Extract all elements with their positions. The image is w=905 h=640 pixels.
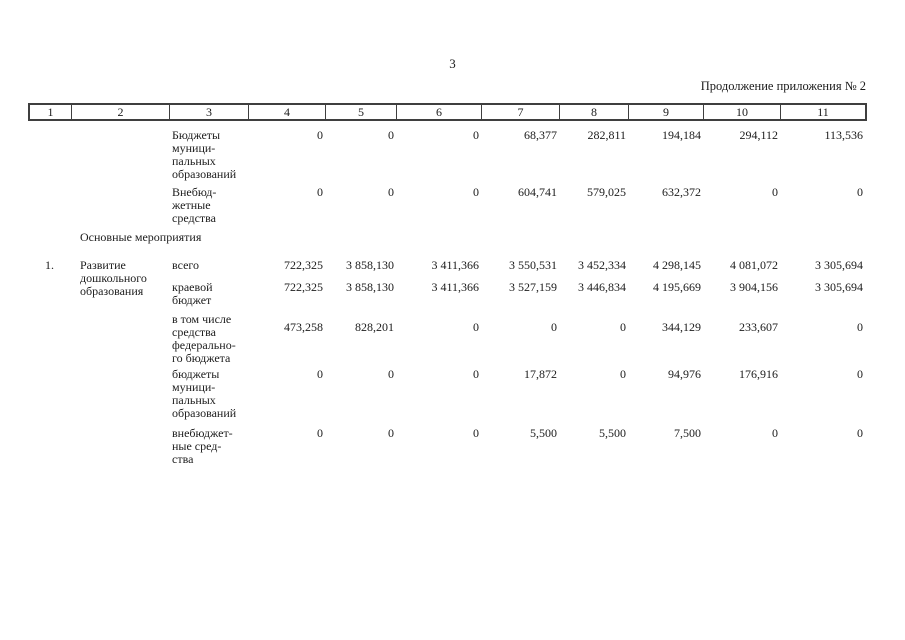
value-cell: 0 [857,367,863,381]
value-cell: 3 527,159 [509,280,557,294]
value-cell: 0 [620,367,626,381]
value-cell: 3 446,834 [578,280,626,294]
column-header-cell: 7 [481,105,559,119]
value-cell: 0 [473,320,479,334]
value-cell: 68,377 [524,128,557,142]
value-cell: 3 305,694 [815,280,863,294]
value-cell: 94,976 [668,367,701,381]
column-header-cell: 8 [559,105,628,119]
value-cell: 5,500 [599,426,626,440]
column-header-cell: 6 [396,105,481,119]
funding-source-label: краевой бюджет [172,280,213,307]
value-cell: 579,025 [587,185,626,199]
value-cell: 4 298,145 [653,258,701,272]
budget-table-body: Бюджеты муници- пальных образований 0 0 … [28,129,867,466]
value-cell: 604,741 [518,185,557,199]
table-row: внебюджет- ные сред- ства 0 0 0 5,500 5,… [28,427,867,466]
value-cell: 194,184 [662,128,701,142]
table-row: бюджеты муници- пальных образований 0 0 … [28,368,867,420]
funding-source-label: внебюджет- ные сред- ства [172,426,233,466]
value-cell: 0 [388,185,394,199]
section-heading: Основные мероприятия [80,230,202,244]
value-cell: 17,872 [524,367,557,381]
column-header-cell: 10 [703,105,780,119]
value-cell: 0 [772,426,778,440]
value-cell: 0 [388,426,394,440]
column-header-cell: 11 [780,105,865,119]
value-cell: 0 [473,185,479,199]
table-row: Основные мероприятия [28,231,867,244]
value-cell: 0 [857,426,863,440]
table-row: всего 722,325 3 858,130 3 411,366 3 550,… [28,259,867,272]
value-cell: 828,201 [355,320,394,334]
funding-source-label: всего [172,258,200,272]
value-cell: 0 [620,320,626,334]
continuation-note: Продолжение приложения № 2 [700,79,866,93]
funding-source-label: бюджеты муници- пальных образований [172,367,237,420]
value-cell: 0 [388,128,394,142]
column-header-cell: 3 [169,105,248,119]
row-number: 1. [45,258,54,272]
value-cell: 294,112 [739,128,778,142]
value-cell: 0 [317,128,323,142]
value-cell: 344,129 [662,320,701,334]
table-row: краевой бюджет 722,325 3 858,130 3 411,3… [28,281,867,307]
table-row: в том числе средства федерально- го бюдж… [28,313,867,365]
value-cell: 0 [473,128,479,142]
value-cell: 3 858,130 [346,280,394,294]
value-cell: 3 550,531 [509,258,557,272]
value-cell: 3 411,366 [431,258,479,272]
value-cell: 0 [857,320,863,334]
table-row: Бюджеты муници- пальных образований 0 0 … [28,129,867,181]
value-cell: 0 [388,367,394,381]
value-cell: 0 [772,185,778,199]
value-cell: 0 [857,185,863,199]
value-cell: 473,258 [284,320,323,334]
value-cell: 3 305,694 [815,258,863,272]
value-cell: 3 858,130 [346,258,394,272]
funding-source-label: Бюджеты муници- пальных образований [172,128,237,181]
column-header-cell: 9 [628,105,703,119]
value-cell: 5,500 [530,426,557,440]
value-cell: 113,536 [824,128,863,142]
value-cell: 7,500 [674,426,701,440]
value-cell: 0 [317,426,323,440]
program-title: Развитие дошкольного образования [80,258,147,298]
table-row: Внебюд- жетные средства 0 0 0 604,741 57… [28,186,867,225]
value-cell: 0 [551,320,557,334]
value-cell: 722,325 [284,280,323,294]
value-cell: 282,811 [587,128,626,142]
table-header-row: 1 2 3 4 5 6 7 8 9 10 11 [28,103,867,121]
page-number: 3 [449,56,456,71]
value-cell: 233,607 [739,320,778,334]
value-cell: 0 [317,185,323,199]
column-header-cell: 1 [47,105,54,119]
funding-source-label: Внебюд- жетные средства [172,185,217,225]
value-cell: 3 411,366 [431,280,479,294]
column-header-cell: 5 [325,105,396,119]
column-header-cell: 4 [248,105,325,119]
funding-source-label: в том числе средства федерально- го бюдж… [172,312,236,365]
value-cell: 3 904,156 [730,280,778,294]
value-cell: 0 [473,367,479,381]
value-cell: 722,325 [284,258,323,272]
value-cell: 4 081,072 [730,258,778,272]
value-cell: 632,372 [662,185,701,199]
value-cell: 0 [473,426,479,440]
value-cell: 4 195,669 [653,280,701,294]
value-cell: 3 452,334 [578,258,626,272]
column-header-cell: 2 [71,105,169,119]
value-cell: 176,916 [739,367,778,381]
value-cell: 0 [317,367,323,381]
